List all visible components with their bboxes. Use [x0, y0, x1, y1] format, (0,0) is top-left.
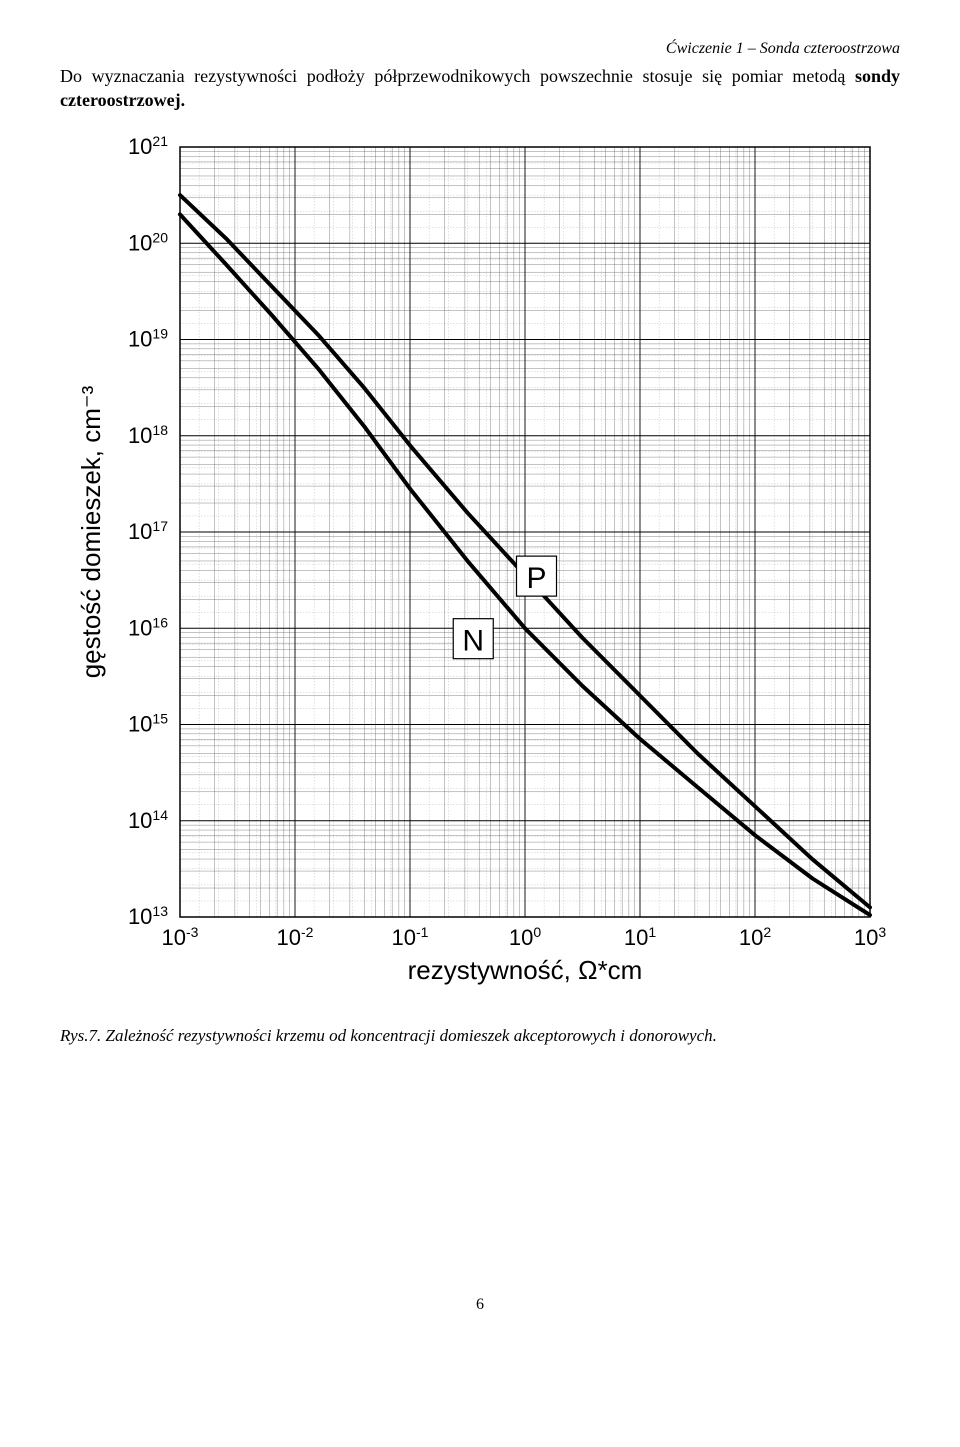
page-number: 6: [60, 1296, 900, 1314]
svg-text:P: P: [526, 562, 546, 595]
svg-text:10-3: 10-3: [162, 924, 199, 950]
svg-text:1016: 1016: [128, 614, 168, 640]
doping-resistivity-chart: PN10-310-210-110010110210310131014101510…: [70, 127, 890, 1007]
svg-text:1019: 1019: [128, 325, 168, 351]
svg-text:1021: 1021: [128, 133, 168, 159]
running-title: Ćwiczenie 1 – Sonda czteroostrzowa: [60, 40, 900, 58]
svg-text:1017: 1017: [128, 518, 168, 544]
svg-text:100: 100: [509, 924, 541, 950]
svg-text:101: 101: [624, 924, 656, 950]
svg-text:1014: 1014: [128, 806, 168, 832]
svg-text:10-1: 10-1: [392, 924, 429, 950]
chart-figure: PN10-310-210-110010110210310131014101510…: [70, 127, 890, 1012]
svg-text:N: N: [462, 624, 484, 657]
svg-text:10-2: 10-2: [277, 924, 314, 950]
svg-text:gęstość domieszek, cm⁻³: gęstość domieszek, cm⁻³: [76, 385, 106, 678]
svg-text:1015: 1015: [128, 710, 168, 736]
svg-text:1020: 1020: [128, 229, 168, 255]
svg-text:102: 102: [739, 924, 771, 950]
intro-paragraph: Do wyznaczania rezystywności podłoży pół…: [60, 64, 900, 113]
svg-text:103: 103: [854, 924, 886, 950]
figure-caption: Rys.7. Zależność rezystywności krzemu od…: [60, 1026, 900, 1046]
intro-text-1: Do wyznaczania rezystywności podłoży pół…: [60, 66, 855, 86]
svg-text:rezystywność, Ω*cm: rezystywność, Ω*cm: [408, 955, 643, 985]
svg-text:1018: 1018: [128, 421, 168, 447]
